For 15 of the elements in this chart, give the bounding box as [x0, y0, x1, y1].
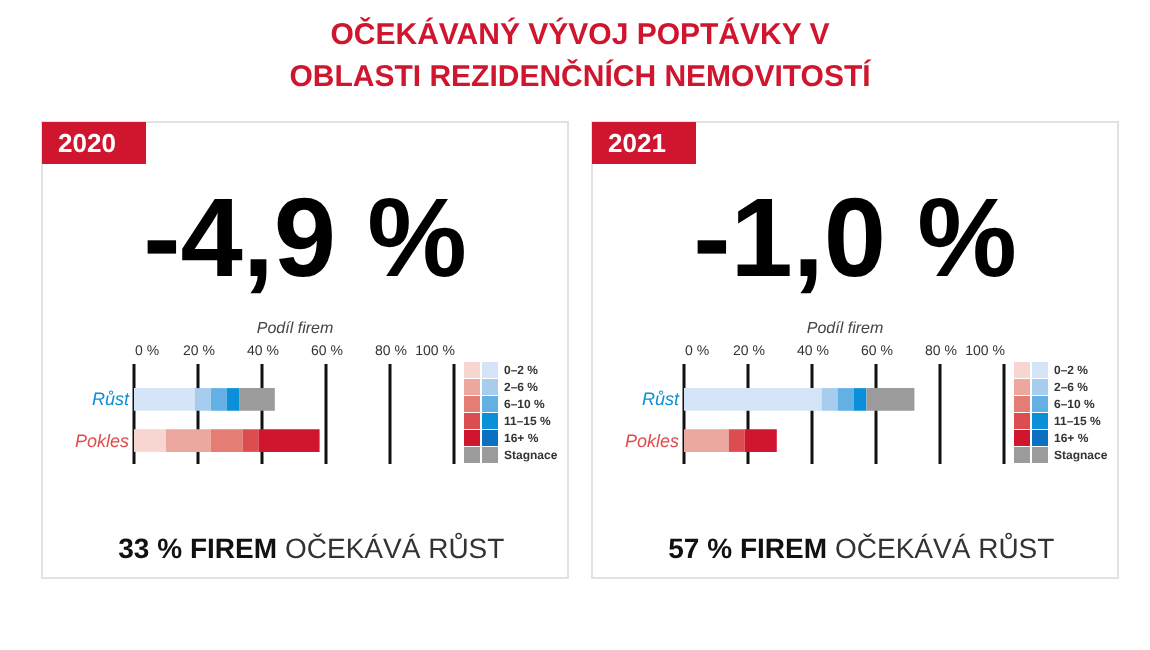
y-tick-label: Růst	[91, 389, 130, 410]
text: -1,0 %	[693, 174, 1017, 300]
text: OČEKÁVÁ RŮST	[285, 532, 506, 564]
y-tick-label: Pokles	[74, 430, 130, 451]
text: OČEKÁVÁ RŮST	[835, 532, 1056, 564]
text: 33 % FIREM	[118, 532, 277, 564]
x-axis-title: Podíl firem	[256, 319, 334, 337]
x-axis-title: Podíl firem	[806, 319, 884, 337]
chart-subtitle: 2020	[58, 128, 116, 158]
text: -4,9 %	[143, 174, 467, 300]
text: OČEKÁVANÝ VÝVOJ POPTÁVKY V OBLASTI REZIDENČNÍCH NEMOVITOSTÍ	[289, 16, 873, 94]
chart-subtitle: 2021	[608, 128, 666, 158]
y-tick-label: Růst	[641, 389, 680, 410]
text: 57 % FIREM	[668, 532, 827, 564]
y-tick-label: Pokles	[624, 430, 680, 451]
